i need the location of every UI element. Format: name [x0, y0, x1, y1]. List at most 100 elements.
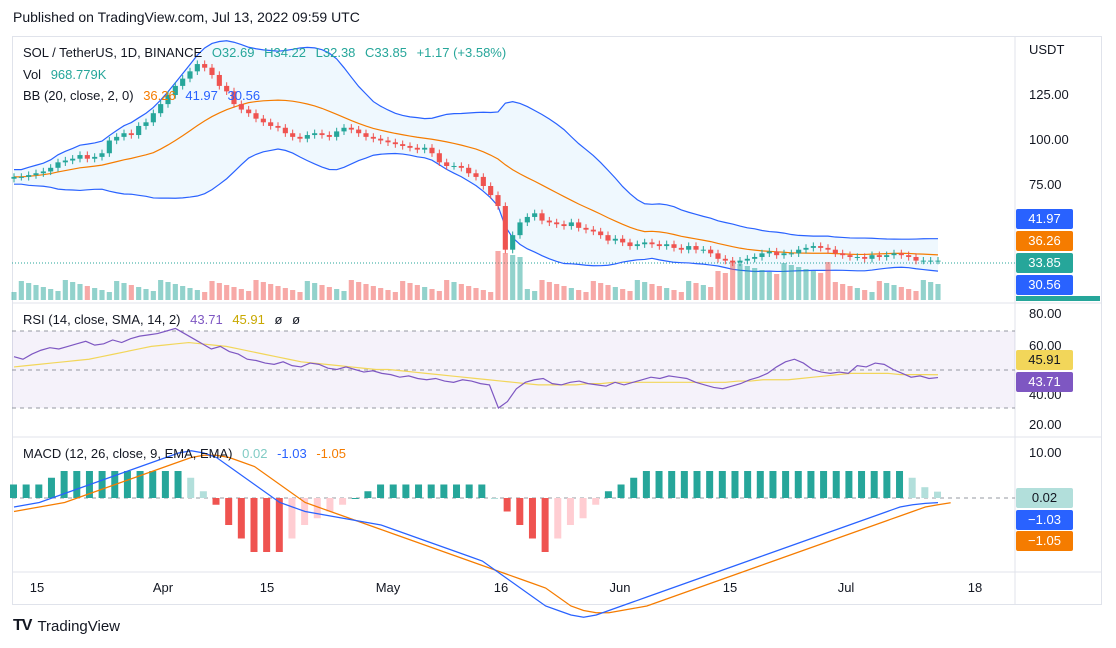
candle [92, 156, 98, 159]
volume-bar [407, 283, 413, 300]
volume-legend[interactable]: Vol 968.779K [23, 67, 112, 82]
currency-label: USDT [1029, 42, 1065, 57]
volume-bar [620, 289, 626, 300]
candle [898, 253, 904, 256]
candle [70, 158, 76, 161]
volume-bar [282, 288, 288, 300]
candle [370, 136, 376, 139]
volume-bar [356, 282, 362, 300]
rsi-na-2: ø [292, 312, 301, 327]
candle [290, 133, 296, 137]
volume-bar [429, 289, 435, 300]
macd-histogram-bar [718, 471, 726, 498]
chart-frame[interactable] [12, 36, 1102, 605]
candle [451, 165, 457, 167]
volume-bar [649, 284, 655, 300]
macd-signal-badge: −1.05 [1016, 531, 1073, 551]
macd-histogram-bar [453, 484, 461, 498]
macd-histogram-bar [35, 484, 43, 498]
volume-bar [180, 286, 186, 300]
tradingview-brand[interactable]: TV TradingView [13, 617, 120, 635]
x-tick: Jun [609, 580, 631, 595]
macd-histogram-bar [807, 471, 815, 498]
macd-histogram-bar [377, 484, 385, 498]
candle [598, 231, 604, 236]
macd-legend[interactable]: MACD (12, 26, close, 9, EMA, EMA) 0.02 -… [23, 446, 352, 461]
candle [11, 176, 17, 179]
rsi-legend[interactable]: RSI (14, close, SMA, 14, 2) 43.71 45.91 … [23, 312, 306, 327]
rsi-tick: 80.00 [1029, 306, 1062, 321]
volume-bar [246, 291, 252, 300]
main-legend[interactable]: SOL / TetherUS, 1D, BINANCE O32.69 H34.2… [23, 45, 512, 60]
candle [752, 256, 758, 259]
volume-bar [678, 292, 684, 300]
macd-histogram-bar [668, 471, 676, 498]
candle [906, 255, 912, 257]
macd-histogram-bar [263, 498, 271, 552]
volume-bar [451, 282, 457, 300]
macd-line [13, 450, 939, 618]
close-value: C33.85 [365, 45, 407, 60]
candle [810, 246, 816, 248]
volume-bar [26, 283, 32, 300]
volume-bar [686, 281, 692, 300]
macd-histogram-bar [364, 491, 372, 498]
rsi-sma-line [13, 341, 939, 386]
volume-bar [583, 292, 589, 300]
candle [150, 113, 156, 123]
macd-histogram-bar [212, 498, 220, 505]
volume-bar [268, 284, 274, 300]
volume-bar [539, 280, 545, 300]
volume-bar [524, 289, 530, 300]
rsi-label: RSI (14, close, SMA, 14, 2) [23, 312, 181, 327]
candle [224, 85, 230, 92]
macd-histogram-bar [225, 498, 233, 525]
brand-name: TradingView [37, 617, 120, 635]
candle [920, 260, 926, 262]
macd-histogram-bar [528, 498, 536, 539]
volume-bar [466, 286, 472, 300]
candle [891, 253, 897, 256]
rsi-line [13, 327, 939, 409]
volume-bar [840, 284, 846, 300]
candle [172, 85, 178, 95]
volume-bar [84, 286, 90, 300]
macd-histogram-bar [845, 471, 853, 498]
candle [876, 255, 882, 257]
bb-legend[interactable]: BB (20, close, 2, 0) 36.26 41.97 30.56 [23, 88, 266, 103]
published-line: Published on TradingView.com, Jul 13, 20… [13, 9, 360, 25]
volume-bar [385, 290, 391, 300]
volume-bar [70, 282, 76, 300]
volume-bar [18, 281, 24, 300]
candle [158, 104, 164, 114]
volume-bar [231, 287, 237, 300]
candle [216, 74, 222, 86]
candle [715, 253, 721, 259]
candle [143, 122, 149, 126]
macd-histogram-bar [566, 498, 574, 525]
volume-bar [656, 286, 662, 300]
volume-bar [55, 291, 61, 300]
volume-bar [576, 290, 582, 300]
macd-histogram-bar [136, 471, 144, 498]
volume-bar [561, 286, 567, 300]
volume-bar [33, 285, 39, 300]
macd-histogram-bar [908, 477, 916, 498]
price-tick: 100.00 [1029, 132, 1069, 147]
rsi-value: 43.71 [190, 312, 223, 327]
macd-histogram-bar [680, 471, 688, 498]
macd-histogram-bar [642, 471, 650, 498]
candle [678, 247, 684, 250]
macd-histogram-bar [415, 484, 423, 498]
candle [693, 246, 699, 250]
candle [194, 64, 200, 72]
candle [649, 242, 655, 245]
symbol-title[interactable]: SOL / TetherUS, 1D, BINANCE [23, 45, 203, 60]
candle [165, 95, 171, 105]
volume-bar [832, 282, 838, 300]
candle [246, 109, 252, 114]
candle [884, 255, 890, 257]
macd-histogram-bar [731, 471, 739, 498]
volume-bar [920, 280, 926, 300]
